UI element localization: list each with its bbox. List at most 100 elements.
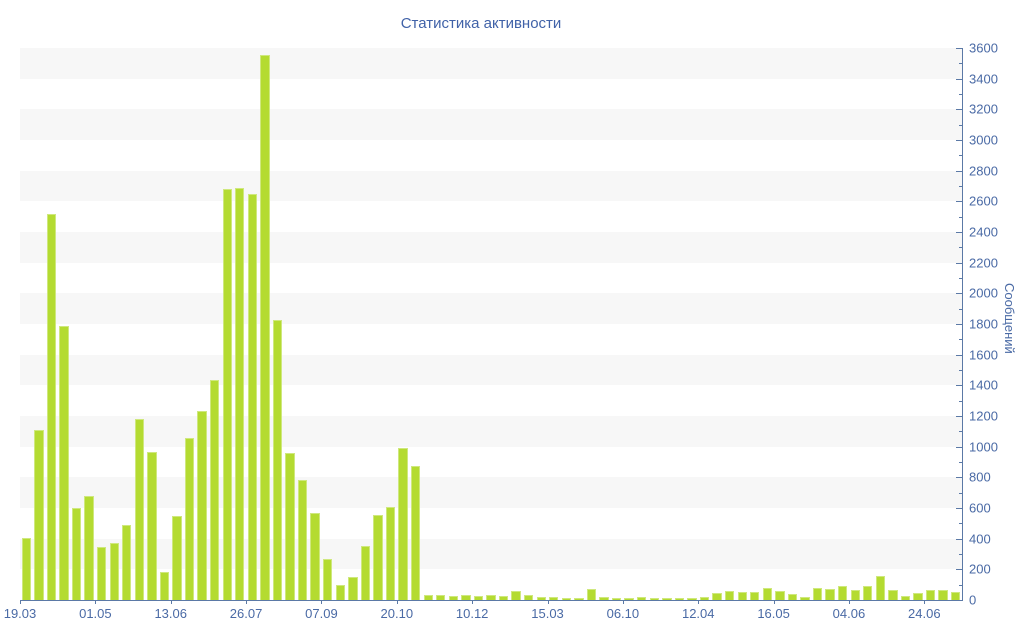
y-minor-tick bbox=[959, 370, 962, 371]
bar bbox=[524, 594, 534, 600]
x-tick-label: 19.03 bbox=[3, 606, 37, 621]
grid-stripe bbox=[20, 538, 962, 570]
y-minor-tick bbox=[959, 63, 962, 65]
bar bbox=[649, 597, 659, 600]
bar bbox=[951, 592, 961, 600]
grid-stripe bbox=[20, 170, 962, 202]
y-tick-label: 3000 bbox=[969, 132, 998, 148]
y-tick-label: 2200 bbox=[969, 255, 998, 271]
bar bbox=[850, 589, 860, 600]
y-major-tick bbox=[956, 109, 962, 111]
bar bbox=[750, 592, 760, 600]
bar bbox=[938, 589, 948, 600]
bar bbox=[549, 597, 559, 600]
bar bbox=[900, 595, 911, 600]
y-minor-tick bbox=[959, 584, 962, 586]
bar bbox=[84, 495, 94, 600]
y-major-tick bbox=[956, 385, 962, 387]
y-minor-tick bbox=[959, 186, 962, 187]
bar bbox=[184, 438, 195, 600]
y-tick-label: 0 bbox=[969, 592, 977, 608]
y-minor-tick bbox=[959, 554, 962, 555]
x-tick-label: 16.05 bbox=[757, 606, 790, 621]
bar bbox=[536, 596, 546, 600]
bar bbox=[310, 513, 320, 600]
bar bbox=[599, 596, 609, 600]
bar bbox=[775, 590, 785, 600]
bar bbox=[109, 542, 119, 600]
bar bbox=[687, 597, 697, 600]
bar bbox=[637, 597, 647, 600]
bar bbox=[423, 595, 433, 600]
bar bbox=[812, 587, 823, 600]
bar bbox=[222, 189, 232, 600]
y-tick-label: 2600 bbox=[969, 193, 998, 209]
bar bbox=[498, 595, 509, 600]
bar bbox=[410, 465, 421, 600]
bar bbox=[586, 588, 597, 600]
y-major-tick bbox=[956, 201, 962, 203]
y-tick-label: 1000 bbox=[969, 439, 998, 455]
bar bbox=[235, 188, 245, 600]
x-tick-label: 10.12 bbox=[455, 606, 489, 621]
y-major-tick bbox=[956, 354, 962, 356]
y-major-tick bbox=[956, 477, 962, 479]
x-major-tick bbox=[472, 600, 474, 604]
bar bbox=[159, 572, 170, 600]
bar bbox=[574, 598, 584, 600]
y-minor-tick bbox=[959, 124, 962, 126]
x-major-tick bbox=[547, 600, 549, 604]
chart-title: Статистика активности bbox=[400, 15, 562, 32]
y-major-tick bbox=[956, 324, 962, 325]
bar bbox=[285, 452, 295, 600]
bar bbox=[385, 507, 396, 600]
y-major-tick bbox=[956, 569, 962, 571]
bar bbox=[838, 585, 848, 600]
bar bbox=[297, 480, 308, 600]
y-minor-tick bbox=[959, 155, 962, 157]
y-tick-label: 3600 bbox=[969, 40, 998, 56]
bar bbox=[787, 593, 798, 600]
bar bbox=[762, 588, 772, 600]
bar bbox=[511, 591, 521, 600]
y-major-tick bbox=[956, 48, 962, 49]
bar bbox=[21, 537, 31, 600]
bar bbox=[373, 514, 383, 600]
y-tick-label: 2000 bbox=[969, 285, 998, 301]
y-tick-label: 3400 bbox=[969, 71, 998, 87]
bar bbox=[197, 411, 207, 600]
bar bbox=[71, 508, 82, 600]
x-major-tick bbox=[622, 600, 624, 604]
y-tick-label: 1600 bbox=[969, 347, 998, 363]
y-minor-tick bbox=[959, 247, 962, 249]
x-tick-label: 13.06 bbox=[154, 606, 187, 621]
bar bbox=[662, 598, 672, 600]
x-major-tick bbox=[698, 600, 700, 604]
y-major-tick bbox=[956, 538, 962, 540]
bar bbox=[712, 593, 722, 600]
bar bbox=[172, 515, 182, 600]
y-major-tick bbox=[956, 140, 962, 141]
bar bbox=[875, 576, 886, 600]
grid-stripe bbox=[20, 48, 962, 79]
x-major-tick bbox=[246, 600, 248, 604]
grid-stripe bbox=[20, 354, 962, 386]
bar bbox=[260, 54, 270, 600]
x-major-tick bbox=[773, 600, 775, 604]
bar bbox=[825, 588, 835, 600]
y-axis-title: Сообщений bbox=[1002, 283, 1017, 354]
bar bbox=[436, 594, 446, 600]
bar bbox=[737, 592, 747, 600]
x-tick-label: 15.03 bbox=[531, 606, 564, 621]
y-major-tick bbox=[956, 293, 962, 295]
y-minor-tick bbox=[959, 278, 962, 279]
bar bbox=[398, 448, 408, 600]
plot-area bbox=[20, 48, 962, 600]
x-axis-line bbox=[20, 600, 963, 601]
x-major-tick bbox=[321, 600, 323, 604]
x-major-tick bbox=[95, 600, 97, 604]
bar bbox=[913, 593, 923, 600]
y-tick-label: 1200 bbox=[969, 408, 998, 424]
y-minor-tick bbox=[959, 308, 962, 310]
